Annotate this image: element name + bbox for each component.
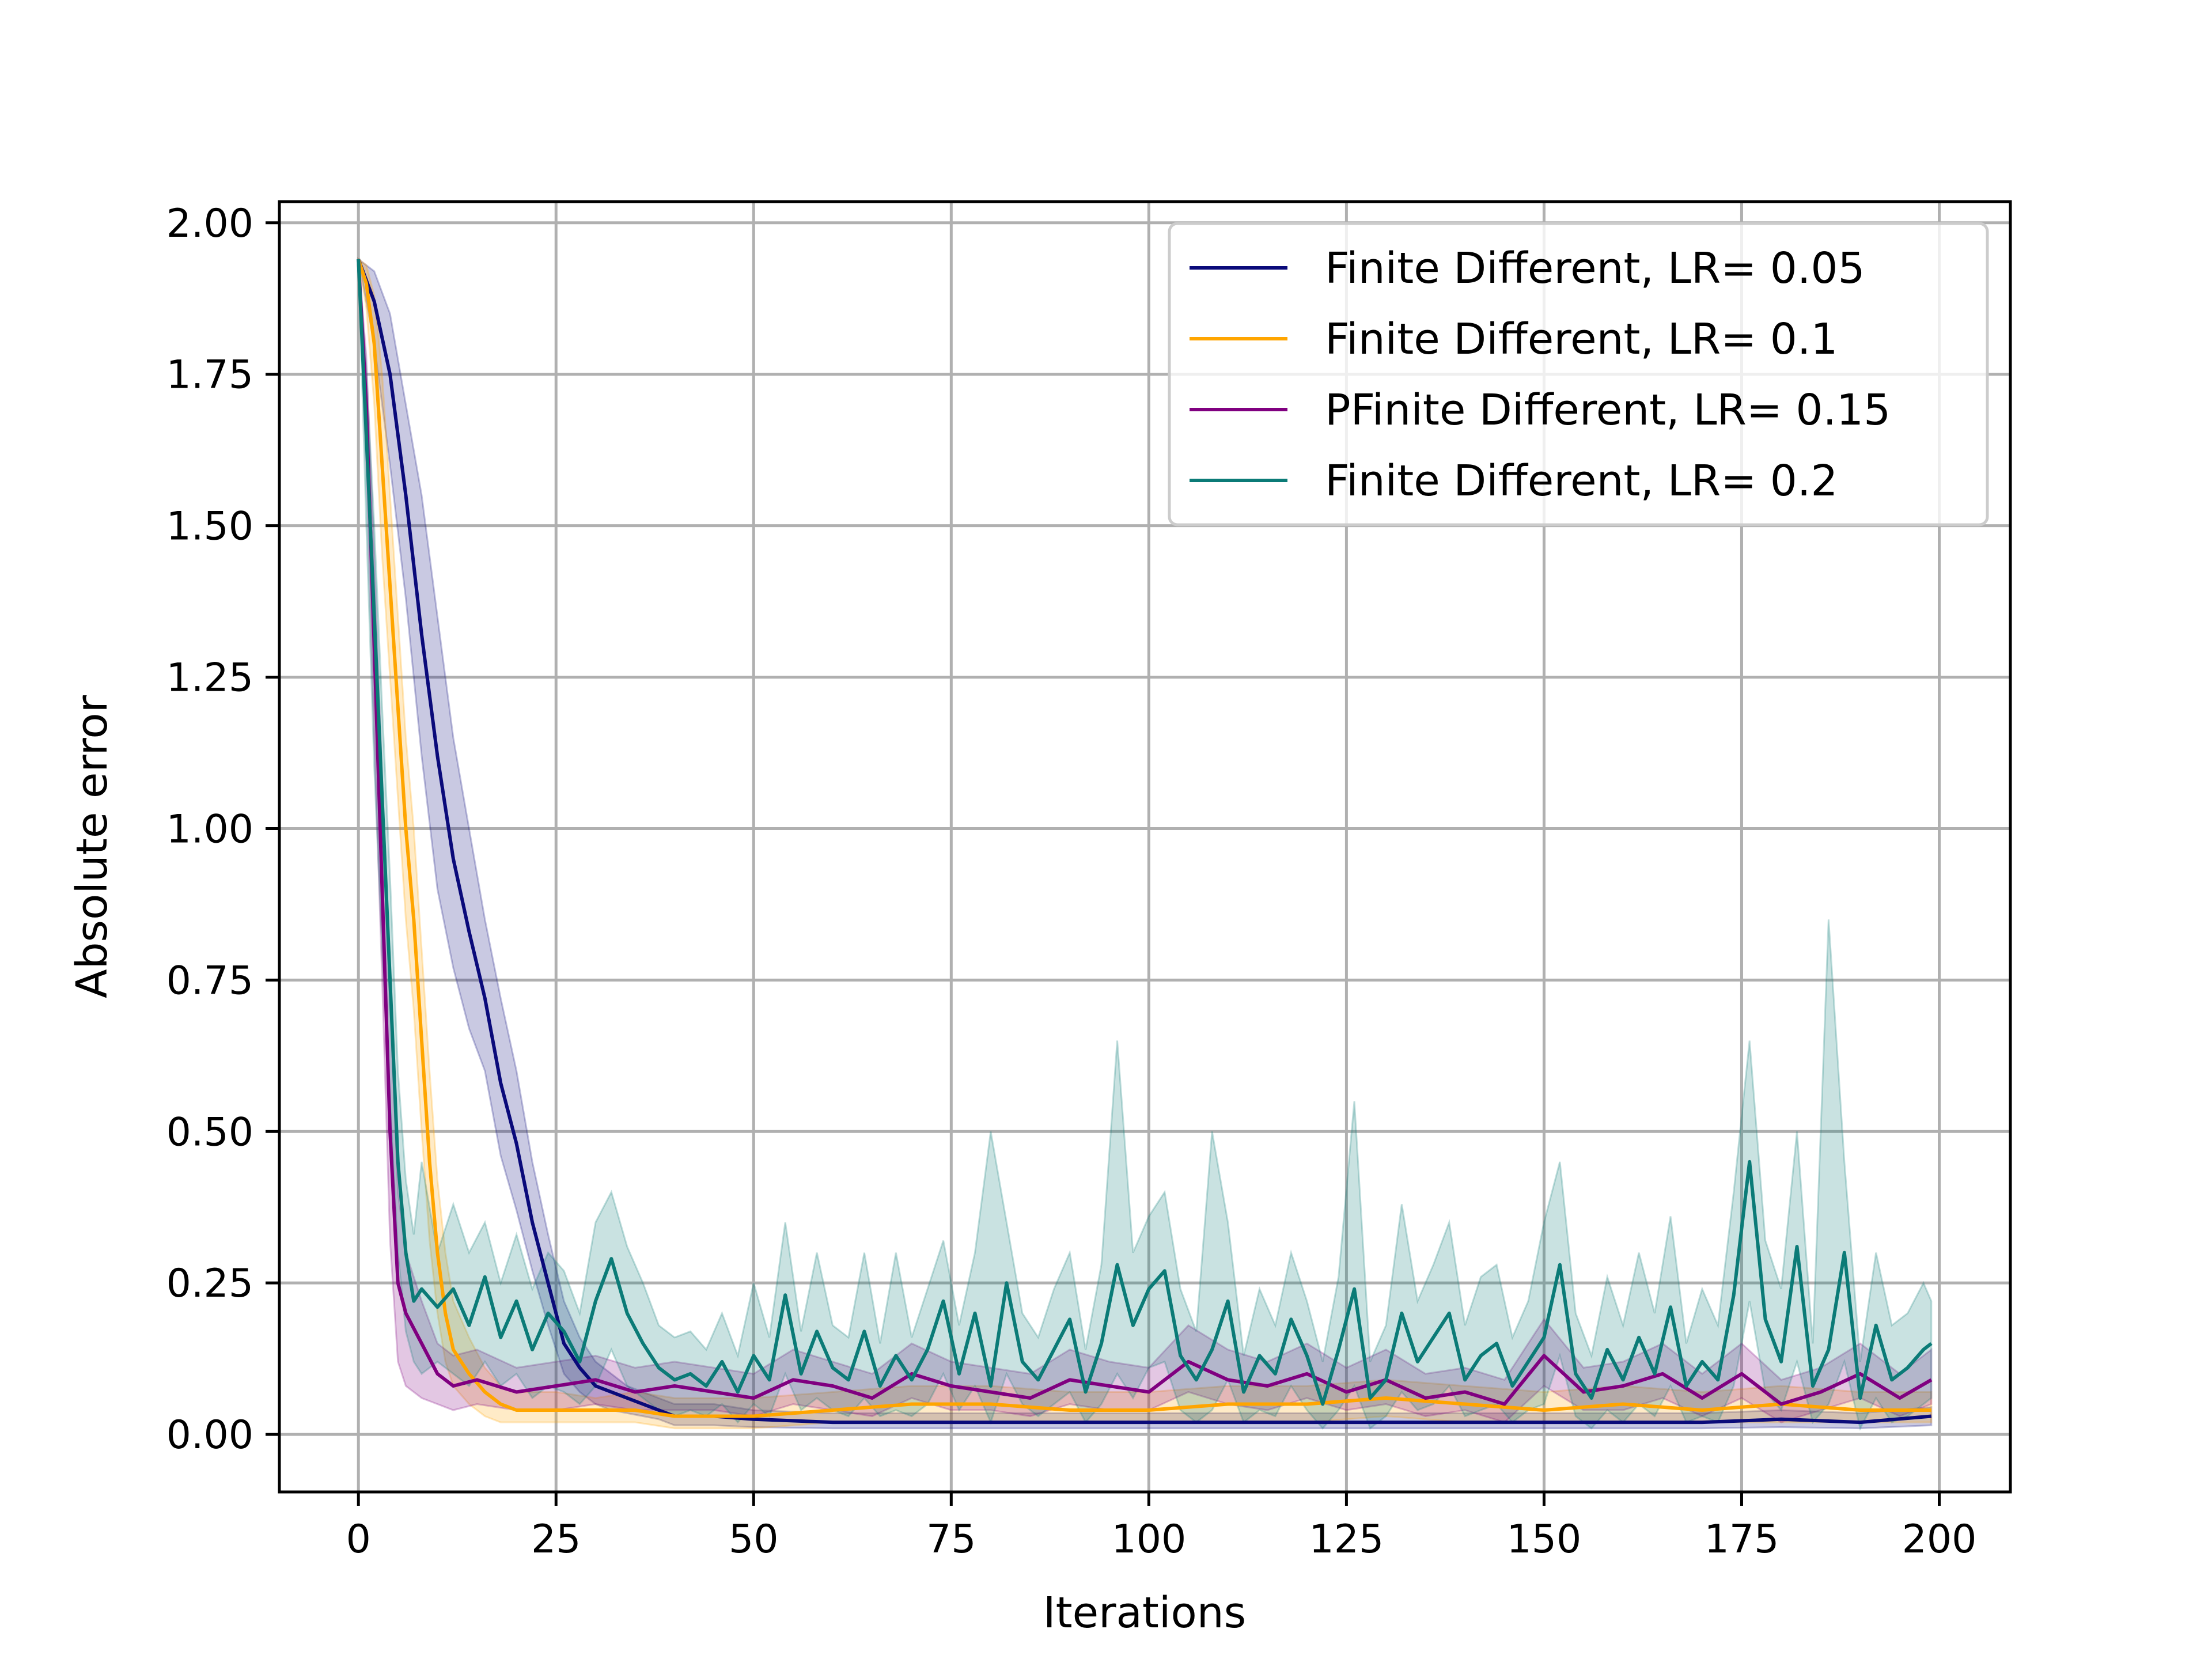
- legend-label-4: Finite Different, LR= 0.2: [1325, 456, 1838, 506]
- y-tick-label: 1.75: [166, 353, 253, 398]
- legend-frame: [1168, 222, 1989, 527]
- legend: Finite Different, LR= 0.05 Finite Differe…: [1168, 222, 1989, 527]
- y-tick-label: 1.00: [166, 806, 253, 852]
- y-axis-label: Absolute error: [67, 695, 117, 998]
- series-lines: [357, 258, 1933, 1425]
- x-tick-label: 50: [729, 1517, 779, 1562]
- x-tick-label: 75: [926, 1517, 976, 1562]
- y-tick-label: 0.75: [166, 958, 253, 1003]
- series-line-4: [357, 259, 1933, 1406]
- y-tick-label: 0.50: [166, 1109, 253, 1155]
- legend-label-1: Finite Different, LR= 0.05: [1325, 244, 1865, 293]
- x-axis-label: Iterations: [1043, 1588, 1246, 1638]
- axis-ticks: 0 25 50 75 100 125 150 175 200 0.00 0.25 0.50 0.75 1.…: [166, 201, 1977, 1562]
- y-tick-label: 1.25: [166, 656, 253, 701]
- plot-frame: [278, 200, 2012, 1494]
- x-tick-label: 0: [346, 1517, 371, 1562]
- x-tick-label: 125: [1309, 1517, 1384, 1562]
- legend-label-2: Finite Different, LR= 0.1: [1325, 315, 1838, 364]
- y-tick-label: 1.50: [166, 504, 253, 550]
- legend-label-3: PFinite Different, LR= 0.15: [1325, 385, 1891, 435]
- series-line-1: [357, 258, 1932, 1425]
- x-tick-label: 150: [1507, 1517, 1582, 1562]
- series-band-2: [357, 257, 1933, 1430]
- y-tick-label: 0.25: [166, 1261, 253, 1306]
- series-line-3: [357, 259, 1933, 1406]
- x-tick-label: 25: [531, 1517, 581, 1562]
- x-tick-label: 200: [1902, 1517, 1977, 1562]
- y-tick-label: 0.00: [166, 1412, 253, 1458]
- x-tick-label: 175: [1705, 1517, 1779, 1562]
- series-band-4: [357, 259, 1933, 1431]
- series-band-3: [357, 259, 1933, 1423]
- x-tick-label: 100: [1111, 1517, 1186, 1562]
- y-tick-label: 2.00: [166, 201, 253, 247]
- series-line-2: [357, 258, 1931, 1418]
